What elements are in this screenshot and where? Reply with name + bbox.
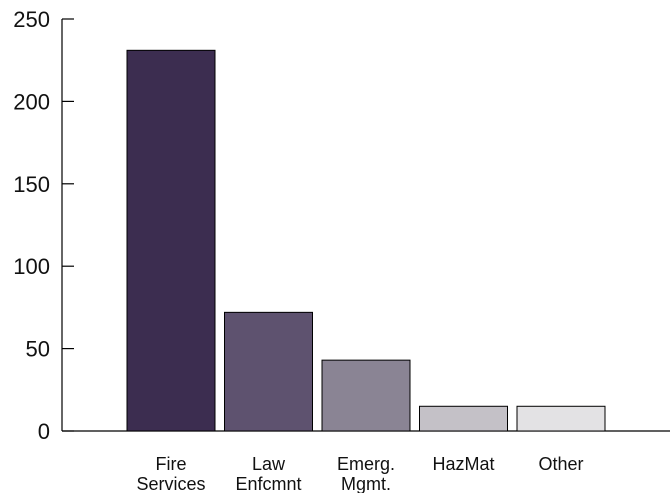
x-category-label-line: Other: [538, 454, 583, 474]
x-category-label: Fire Services: [136, 454, 205, 493]
bar: [224, 311, 313, 432]
x-category-label-line: Mgmt.: [341, 474, 391, 493]
y-tick-label: 250: [13, 7, 50, 32]
bar: [419, 405, 508, 432]
x-category-label-line: HazMat: [432, 454, 494, 474]
bar: [516, 405, 606, 432]
bars: [126, 49, 606, 432]
x-category-label-line: Fire: [156, 454, 187, 474]
bar: [126, 49, 216, 432]
y-tick-label: 200: [13, 89, 50, 114]
y-tick-label: 50: [26, 337, 50, 362]
x-category-label: Law Enfcmnt: [235, 454, 301, 493]
x-category-label: Other: [538, 454, 583, 474]
bar: [321, 359, 411, 432]
category-labels: Fire Services Law Enfcmnt Emerg. Mgmt. HazMat O…: [136, 454, 583, 493]
x-category-label: Emerg. Mgmt.: [337, 454, 395, 493]
x-category-label-line: Services: [136, 474, 205, 493]
x-category-label-line: Emerg.: [337, 454, 395, 474]
x-category-label-line: Law: [252, 454, 286, 474]
y-tick-label: 0: [38, 419, 50, 444]
y-axis: 0 50 100 150 200 250: [13, 7, 74, 444]
y-tick-label: 100: [13, 254, 50, 279]
x-category-label: HazMat: [432, 454, 494, 474]
x-category-label-line: Enfcmnt: [235, 474, 301, 493]
y-tick-label: 150: [13, 172, 50, 197]
